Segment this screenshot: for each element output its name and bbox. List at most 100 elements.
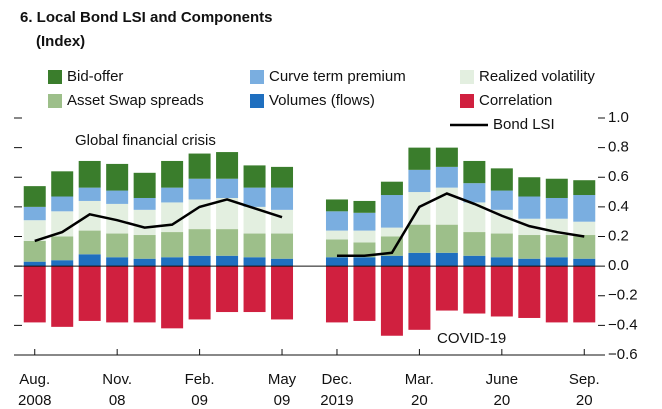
bar-segment <box>243 187 266 207</box>
bar-segment <box>106 233 129 258</box>
bar-segment <box>188 266 211 320</box>
bar-segment <box>188 178 211 200</box>
bar-segment <box>353 242 376 258</box>
y-tick-label: 1.0 <box>608 109 629 126</box>
legend-label: Bond LSI <box>493 116 555 133</box>
bar-segment <box>51 211 74 237</box>
legend-label: Asset Swap spreads <box>67 92 204 109</box>
bar-segment <box>380 181 403 196</box>
bar-segment <box>133 266 156 323</box>
bar-segment <box>545 266 568 323</box>
y-tick-label: −0.4 <box>608 316 638 333</box>
bar-segment <box>133 197 156 210</box>
bar-segment <box>106 203 129 234</box>
bar-segment <box>161 160 184 188</box>
bar-segment <box>161 266 184 329</box>
bar-segment <box>325 266 348 323</box>
bar-segment <box>490 257 513 267</box>
bar-segment <box>380 266 403 336</box>
bar-segment <box>23 266 46 323</box>
bar-segment <box>133 209 156 236</box>
x-tick-label: Sep. 20 <box>569 371 600 409</box>
bar-segment <box>435 252 458 267</box>
bar-segment <box>23 206 46 221</box>
bar-segment <box>243 206 266 234</box>
bar-segment <box>573 180 596 196</box>
bar-segment <box>325 211 348 231</box>
bar-segment <box>271 258 294 267</box>
bar-segment <box>545 178 568 198</box>
bar-segment <box>216 266 239 313</box>
bar-segment <box>23 240 46 262</box>
bar-segment <box>325 199 348 212</box>
legend-swatch <box>460 94 474 108</box>
bar-segment <box>216 178 239 198</box>
bar-segment <box>271 233 294 259</box>
bar-segment <box>271 166 294 188</box>
bar-segment <box>408 252 431 267</box>
bar-segment <box>573 258 596 267</box>
bar-segment <box>23 186 46 207</box>
legend-label: Bid-offer <box>67 68 123 85</box>
bar-segment <box>325 230 348 240</box>
bar-segment <box>106 266 129 323</box>
bar-segment <box>243 233 266 258</box>
bar-segment <box>243 266 266 313</box>
bar-segment <box>78 187 101 201</box>
chart-subtitle: (Index) <box>36 33 85 50</box>
bar-segment <box>161 187 184 203</box>
legend-swatch <box>460 70 474 84</box>
legend-swatch <box>250 70 264 84</box>
bar-segment <box>325 257 348 267</box>
y-tick-label: 0.0 <box>608 257 629 274</box>
chart-title: 6. Local Bond LSI and Components <box>20 9 273 26</box>
x-tick-label: Feb. 09 <box>185 371 215 409</box>
y-tick-label: 0.8 <box>608 139 629 156</box>
bar-segment <box>78 254 101 267</box>
x-tick-label: Mar. 20 <box>405 371 434 409</box>
bar-segment <box>545 257 568 267</box>
bar-segment <box>545 197 568 219</box>
bar-segment <box>188 199 211 230</box>
bar-segment <box>573 195 596 222</box>
bar-segment <box>78 230 101 255</box>
bar-segment <box>353 230 376 243</box>
bar-segment <box>353 257 376 267</box>
bar-segment <box>435 266 458 311</box>
bar-segment <box>490 233 513 258</box>
bar-segment <box>216 255 239 267</box>
bar-segment <box>353 212 376 231</box>
bar-segment <box>435 147 458 167</box>
bar-segment <box>380 227 403 237</box>
bar-segment <box>51 236 74 261</box>
bar-segment <box>408 169 431 193</box>
bar-segment <box>463 202 486 233</box>
legend-swatch <box>48 94 62 108</box>
bar-segment <box>51 266 74 327</box>
bar-segment <box>106 257 129 267</box>
bar-segment <box>463 266 486 314</box>
bar-segment <box>435 224 458 253</box>
bar-segment <box>271 187 294 210</box>
bar-segment <box>518 258 541 267</box>
bar-segment <box>490 209 513 234</box>
bar-segment <box>353 200 376 213</box>
bar-segment <box>573 266 596 323</box>
bar-segment <box>463 255 486 267</box>
bar-segment <box>216 152 239 179</box>
bar-segment <box>216 229 239 256</box>
bar-segment <box>51 196 74 212</box>
bar-segment <box>573 221 596 236</box>
bar-segment <box>78 160 101 188</box>
line <box>34 192 585 258</box>
bar-segment <box>188 255 211 267</box>
bar-segment <box>518 177 541 197</box>
bar-segment <box>518 235 541 259</box>
y-tick-label: −0.2 <box>608 287 638 304</box>
legend-label: Curve term premium <box>269 68 406 85</box>
bar-segment <box>243 257 266 267</box>
bar-segment <box>106 163 129 191</box>
y-tick-label: 0.4 <box>608 198 629 215</box>
legend-label: Correlation <box>479 92 552 109</box>
